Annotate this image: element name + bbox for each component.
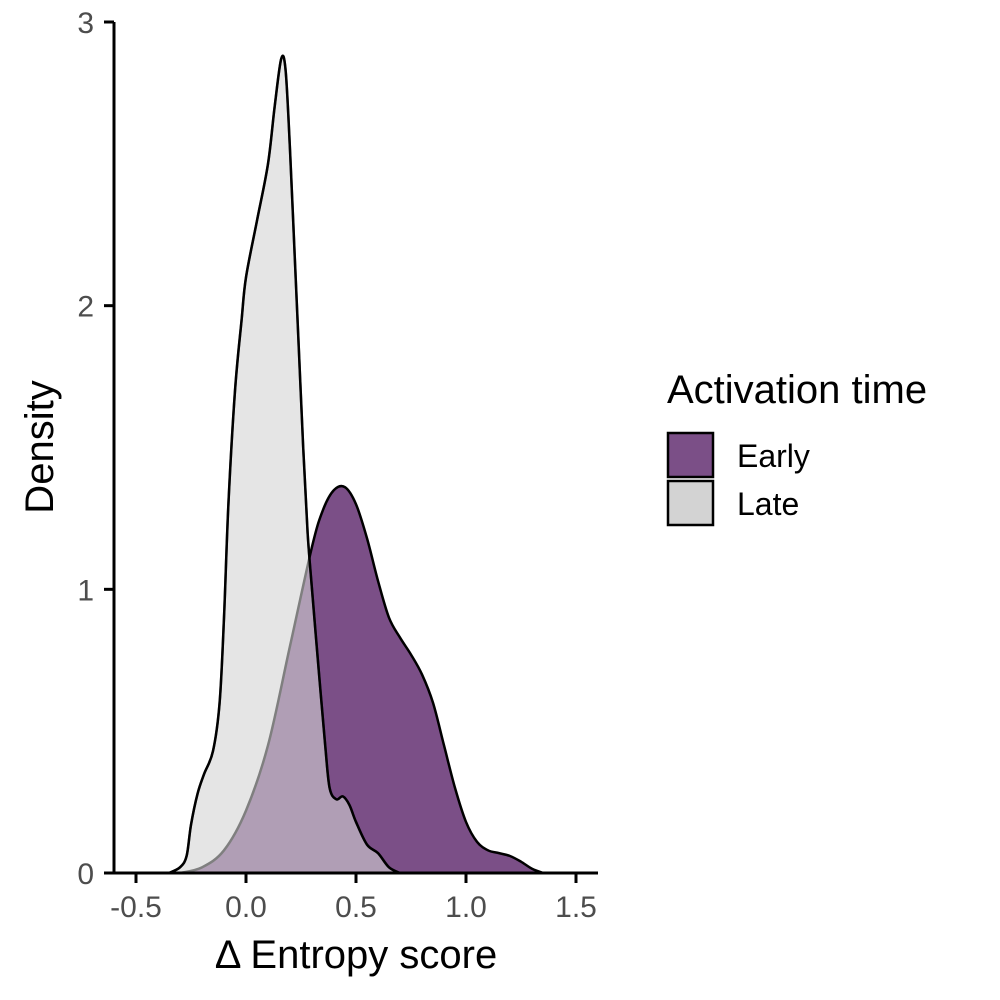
x-tick-label: -0.5 [110, 891, 162, 924]
y-ticks: 0 1 2 3 [77, 7, 114, 891]
series-layer [168, 54, 544, 875]
y-tick-label: 1 [77, 574, 94, 607]
legend-title: Activation time [667, 368, 927, 412]
x-ticks: -0.5 0.0 0.5 1.0 1.5 [110, 873, 597, 924]
x-tick-label: 0.5 [335, 891, 377, 924]
density-area-late [169, 55, 400, 874]
x-axis-title: Δ Entropy score [215, 933, 497, 977]
legend-label-early: Early [737, 438, 810, 474]
plot-area [168, 54, 544, 875]
legend-label-late: Late [737, 486, 799, 522]
y-tick-label: 2 [77, 291, 94, 324]
axes: -0.5 0.0 0.5 1.0 1.5 0 1 2 3 [77, 7, 598, 924]
legend: Activation time Early Late [666, 368, 927, 527]
density-outline-late-top [168, 54, 401, 875]
y-tick-label: 0 [77, 858, 94, 891]
x-tick-label: 1.0 [445, 891, 487, 924]
legend-key-early [666, 431, 715, 479]
y-axis-title: Density [18, 380, 62, 513]
x-tick-label: 0.0 [225, 891, 267, 924]
x-tick-label: 1.5 [555, 891, 597, 924]
y-tick-label: 3 [77, 7, 94, 40]
legend-entries: Early Late [666, 431, 810, 527]
legend-key-late [666, 479, 715, 527]
